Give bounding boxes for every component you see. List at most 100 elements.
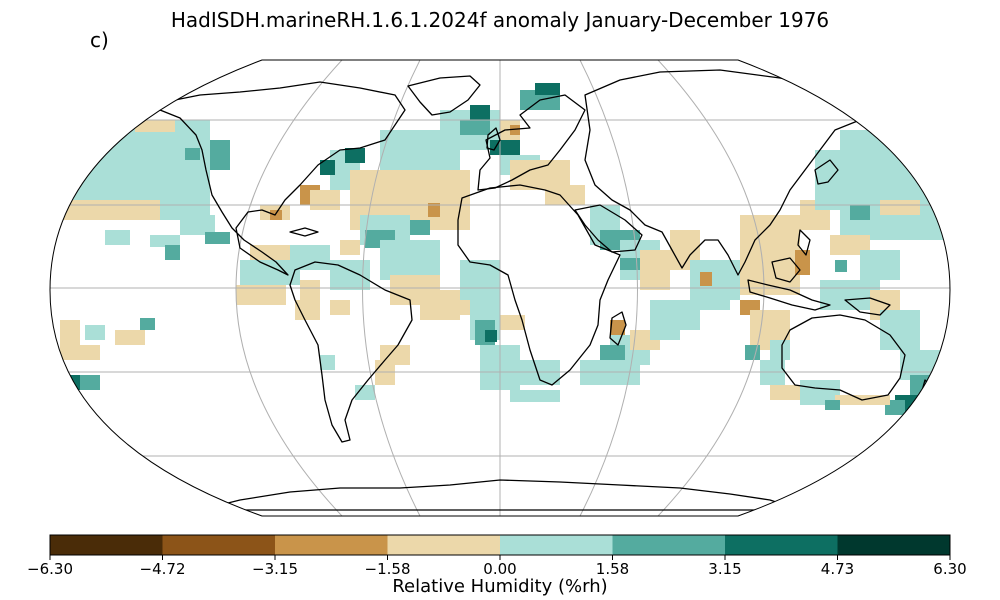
anomaly-cell [455,300,470,315]
colorbar-bin [275,535,388,555]
anomaly-cell [420,290,460,320]
anomaly-cell [295,300,320,320]
anomaly-cell [210,140,230,170]
anomaly-cell [410,220,430,235]
anomaly-cell [760,235,780,255]
meridian-120e [657,60,765,516]
coast-south-america [289,261,413,443]
anomaly-cell [115,330,145,345]
anomaly-cell [165,245,180,260]
anomaly-cell [60,345,100,360]
anomaly-cell [140,318,155,330]
anomaly-cell [510,125,520,135]
anomaly-cell [485,330,497,342]
coast-uk [486,127,501,151]
meridian-60w [362,60,421,516]
anomaly-cell [700,272,712,286]
anomaly-cell [355,385,375,400]
map-outline [49,59,951,517]
colorbar-label: Relative Humidity (%rh) [392,576,608,597]
coast-new-guinea [844,297,891,316]
anomaly-cell [620,258,640,270]
anomaly-cell [490,140,520,155]
anomaly-cell [345,148,365,163]
anomaly-cell [545,185,585,205]
anomaly-cell [80,375,100,390]
robinson-map [49,59,951,517]
anomaly-cell [185,148,200,160]
anomaly-cell [380,240,440,280]
anomaly-cell [428,203,440,217]
colorbar-tick-label: −4.72 [140,560,186,578]
anomaly-cell [880,200,920,215]
anomaly-cell [330,300,350,315]
colorbar-bin [162,535,276,555]
anomaly-cell [236,285,286,305]
anomaly-cell [860,250,900,280]
colorbar-tick-label: 1.58 [596,560,629,578]
colorbar-bin [387,535,501,555]
anomaly-cell [150,235,180,247]
graticule [50,60,950,516]
coast-japan [814,159,839,185]
anomaly-cell [290,245,330,270]
anomaly-cell [180,215,215,235]
anomaly-cell [340,240,360,255]
anomaly-cell [320,355,335,370]
coast-africa [457,184,621,386]
anomaly-cell [640,250,670,290]
anomaly-cell [205,232,230,244]
colorbar-tick-label: 4.73 [821,560,854,578]
anomaly-grid-cells [55,83,950,415]
anomaly-cell [85,325,105,340]
colorbar-ticks: −6.30 −4.72 −3.15 −1.58 0.00 1.58 3.15 4.73 6.30 [27,555,967,578]
anomaly-cell [460,260,500,300]
meridian-60e [579,60,638,516]
anomaly-cell [840,130,950,240]
coast-greenland [407,75,481,116]
anomaly-cell [135,120,175,132]
colorbar-tick-label: 0.00 [483,560,516,578]
anomaly-cell [770,340,790,360]
anomaly-cell [835,260,847,272]
anomaly-cell [650,300,680,340]
colorbar-bin [50,535,163,555]
anomaly-cell [470,105,490,120]
colorbar: −6.30 −4.72 −3.15 −1.58 0.00 1.58 3.15 4.73 6.30 [27,534,967,578]
anomaly-cell [795,250,810,275]
anomaly-cell [300,280,320,300]
anomaly-cell [550,390,560,402]
anomaly-cell [105,230,130,245]
anomaly-cell [700,290,730,310]
coast-madagascar [609,311,627,346]
colorbar-tick-label: 6.30 [933,560,966,578]
anomaly-cell [745,345,760,360]
anomaly-cell [880,310,920,350]
anomaly-cell [460,120,490,135]
colorbar-tick-label: −6.30 [27,560,73,578]
anomaly-cell [500,315,525,330]
anomaly-cell [320,160,335,175]
colorbar-bin [500,535,613,555]
panel-label: c) [90,28,109,52]
anomaly-cell [310,190,340,210]
colorbar-tick-label: −1.58 [365,560,411,578]
anomaly-cell [680,300,700,330]
colorbar-tick-label: −3.15 [252,560,298,578]
meridian-120w [235,60,343,516]
colorbar-bin [612,535,726,555]
coast-indonesia [747,279,831,311]
coast-australia [781,314,906,401]
anomaly-cell [850,205,870,220]
coast-borneo-philippines [771,229,811,283]
colorbar-bin [725,535,838,555]
coast-caribbean-cuba [289,227,319,237]
colorbar-bin [837,535,951,555]
anomaly-cell [535,83,560,95]
anomaly-cell [110,200,160,220]
anomaly-cell [270,210,282,220]
anomaly-cell [825,400,840,410]
map-title: HadISDH.marineRH.1.6.1.2024f anomaly Jan… [170,8,830,32]
coast-arabia [574,204,643,253]
anomaly-cell [510,390,550,402]
